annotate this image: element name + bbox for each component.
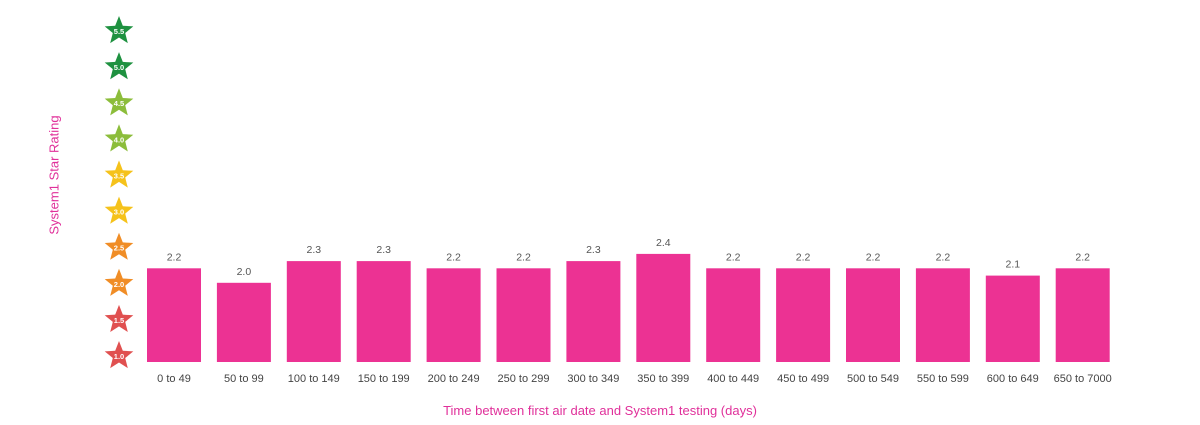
- y-tick-label: 5.0: [114, 63, 124, 72]
- data-label: 2.3: [586, 244, 601, 256]
- x-tick-label: 650 to 7000: [1054, 373, 1112, 385]
- x-tick-label: 300 to 349: [567, 373, 619, 385]
- star-icon: [104, 232, 134, 260]
- x-tick-label: 100 to 149: [288, 373, 340, 385]
- star-icon: [104, 304, 134, 332]
- bar: [985, 275, 1040, 362]
- y-tick-label: 2.5: [114, 244, 124, 253]
- bar: [706, 268, 761, 362]
- y-tick-label: 4.0: [114, 135, 124, 144]
- y-tick-label: 1.0: [114, 352, 124, 361]
- y-tick-label: 1.5: [114, 316, 124, 325]
- data-label: 2.2: [167, 251, 182, 263]
- data-label: 2.3: [376, 244, 391, 256]
- data-label: 2.1: [1005, 259, 1020, 271]
- data-label: 2.2: [726, 251, 741, 263]
- bar: [216, 282, 271, 362]
- y-tick-label: 2.0: [114, 280, 124, 289]
- bar: [566, 261, 621, 362]
- star-icon: [104, 52, 134, 80]
- data-label: 2.2: [866, 251, 881, 263]
- star-icon: [104, 160, 134, 188]
- star-icon: [104, 341, 134, 369]
- star-icon: [104, 196, 134, 224]
- data-label: 2.2: [1075, 251, 1090, 263]
- x-tick-label: 550 to 599: [917, 373, 969, 385]
- x-tick-label: 450 to 499: [777, 373, 829, 385]
- star-icon: [104, 88, 134, 116]
- bar: [496, 268, 551, 362]
- bar: [846, 268, 900, 362]
- x-tick-label: 600 to 649: [987, 373, 1039, 385]
- data-label: 2.2: [446, 251, 461, 263]
- bar: [426, 268, 481, 362]
- x-tick-label: 500 to 549: [847, 373, 899, 385]
- y-tick-label: 3.5: [114, 171, 124, 180]
- x-tick-label: 350 to 399: [637, 373, 689, 385]
- data-label: 2.2: [516, 251, 531, 263]
- x-tick-label: 400 to 449: [707, 373, 759, 385]
- y-axis-title: System1 Star Rating: [46, 115, 62, 235]
- star-icon: [104, 268, 134, 296]
- bar: [915, 268, 970, 362]
- x-tick-label: 200 to 249: [428, 373, 480, 385]
- bar: [356, 261, 411, 362]
- x-tick-label: 0 to 49: [157, 373, 191, 385]
- x-tick-label: 150 to 199: [358, 373, 410, 385]
- data-label: 2.2: [936, 251, 951, 263]
- x-tick-label: 250 to 299: [498, 373, 550, 385]
- star-icon: [104, 124, 134, 152]
- bar: [776, 268, 831, 362]
- bar: [636, 253, 691, 362]
- x-axis-title: Time between first air date and System1 …: [443, 403, 757, 418]
- data-label: 2.3: [306, 244, 321, 256]
- y-tick-label: 3.0: [114, 208, 124, 217]
- x-tick-label: 50 to 99: [224, 373, 264, 385]
- y-tick-label: 5.5: [114, 27, 124, 36]
- data-label: 2.0: [237, 266, 252, 278]
- data-label: 2.4: [656, 237, 671, 249]
- bar: [1055, 268, 1110, 362]
- bar: [147, 268, 201, 362]
- bar: [286, 261, 341, 362]
- star-icon: [104, 16, 134, 44]
- y-tick-label: 4.5: [114, 99, 124, 108]
- data-label: 2.2: [796, 251, 811, 263]
